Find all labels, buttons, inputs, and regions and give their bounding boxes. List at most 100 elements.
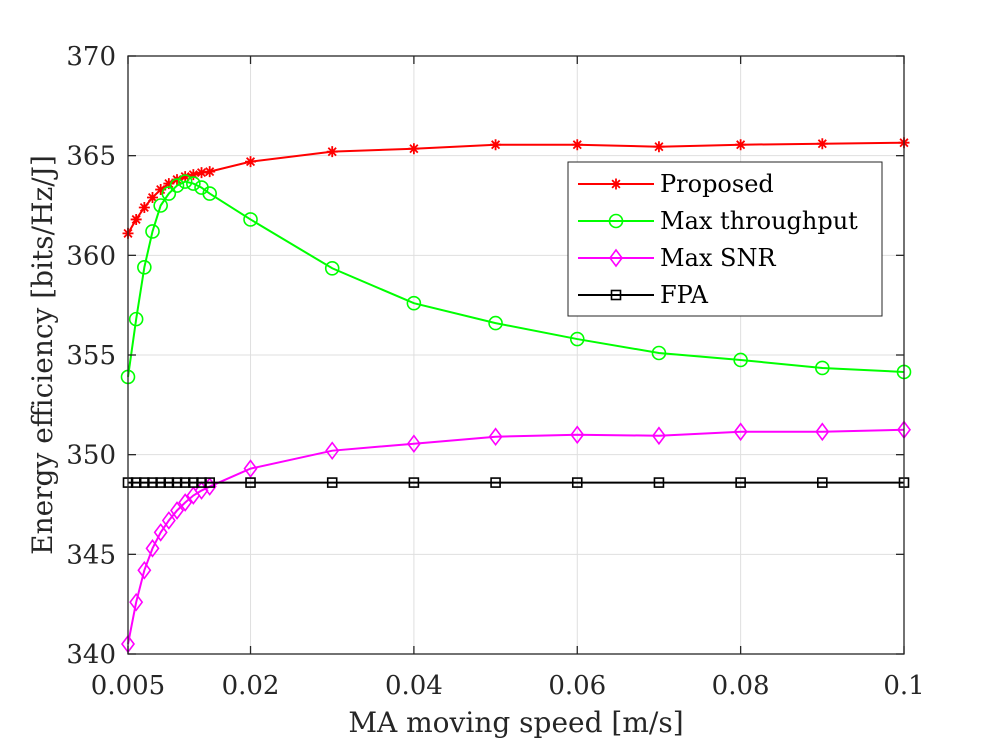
y-tick-labels: 340 345 350 355 360 365 370	[66, 42, 116, 670]
square-marker	[188, 477, 199, 488]
y-tick-label: 355	[66, 341, 116, 371]
x-axis-title: MA moving speed [m/s]	[348, 706, 683, 739]
circle-marker	[137, 259, 152, 275]
square-marker	[130, 477, 142, 488]
series-max-throughput	[120, 174, 912, 385]
asterisk-marker	[653, 141, 665, 153]
asterisk-marker	[816, 138, 828, 150]
diamond-marker	[178, 493, 193, 512]
asterisk-marker	[138, 201, 150, 213]
diamond-marker	[137, 560, 152, 580]
square-marker	[817, 477, 828, 488]
y-tick-label: 360	[66, 241, 116, 271]
diamond-marker	[153, 523, 168, 542]
asterisk-marker	[326, 146, 338, 158]
asterisk-marker	[179, 171, 191, 183]
legend-label: Proposed	[660, 170, 774, 198]
x-tick-label: 0.005	[91, 671, 165, 701]
x-tick-label: 0.06	[548, 671, 606, 701]
x-tick-label: 0.04	[385, 671, 443, 701]
diamond-marker	[651, 426, 666, 446]
asterisk-marker	[147, 192, 159, 204]
circle-marker	[406, 295, 422, 311]
square-marker	[179, 477, 191, 488]
square-marker	[147, 477, 158, 488]
square-marker	[408, 477, 420, 488]
square-marker	[326, 477, 338, 488]
asterisk-marker	[155, 184, 167, 196]
asterisk-marker	[735, 139, 747, 151]
circle-marker	[128, 311, 144, 327]
circle-marker	[169, 178, 185, 193]
legend-square-marker	[610, 289, 622, 301]
legend-label: FPA	[660, 281, 709, 309]
asterisk-marker	[571, 139, 583, 151]
diamond-marker	[170, 501, 185, 520]
diamond-marker	[145, 539, 160, 558]
asterisk-marker	[130, 213, 142, 225]
circle-marker	[488, 315, 503, 331]
square-marker	[171, 477, 183, 488]
x-tick-label: 0.08	[712, 671, 770, 701]
asterisk-marker	[245, 156, 257, 168]
legend-item: Max SNR	[578, 244, 776, 272]
square-marker	[196, 477, 207, 488]
circle-marker	[815, 360, 830, 376]
asterisk-marker	[490, 139, 502, 151]
diamond-marker	[815, 422, 830, 442]
square-marker	[245, 477, 256, 488]
diamond-marker	[488, 427, 503, 447]
circle-marker	[569, 331, 585, 347]
diamond-marker	[570, 425, 585, 445]
legend-item: FPA	[578, 281, 709, 309]
square-marker	[571, 477, 583, 488]
diamond-marker	[733, 422, 748, 442]
ticks	[127, 55, 905, 655]
circle-marker	[651, 345, 667, 361]
series-line	[127, 180, 905, 378]
legend-item: Proposed	[578, 170, 774, 198]
circle-marker	[177, 174, 193, 189]
legend-diamond-marker	[609, 248, 623, 268]
circle-marker	[153, 198, 168, 213]
diamond-marker	[129, 592, 144, 612]
circle-marker	[186, 176, 201, 191]
legend-label: Max throughput	[660, 207, 858, 235]
square-marker	[653, 477, 665, 488]
legend-asterisk-marker	[610, 178, 622, 190]
diamond-marker	[325, 441, 340, 461]
asterisk-marker	[163, 178, 175, 190]
x-tick-labels: 0.005 0.02 0.04 0.06 0.08 0.1	[91, 671, 925, 701]
circle-marker	[733, 352, 748, 368]
square-marker	[139, 477, 150, 488]
square-marker	[735, 477, 746, 488]
asterisk-marker	[187, 169, 199, 181]
y-tick-label: 345	[66, 540, 116, 570]
circle-marker	[145, 224, 160, 239]
square-marker	[163, 477, 175, 488]
circle-marker	[243, 212, 258, 227]
asterisk-marker	[408, 143, 420, 155]
y-tick-label: 340	[66, 640, 116, 670]
legend-item: Max throughput	[578, 207, 858, 235]
diamond-marker	[243, 459, 258, 478]
circle-marker	[324, 260, 340, 276]
legend: Proposed Max throughput Max SNR FPA	[567, 161, 883, 317]
x-tick-label: 0.02	[222, 671, 280, 701]
y-tick-label: 370	[66, 42, 116, 72]
legend-label: Max SNR	[660, 244, 776, 272]
square-marker	[490, 477, 501, 488]
x-tick-label: 0.1	[883, 671, 924, 701]
asterisk-marker	[196, 167, 208, 179]
square-marker	[155, 477, 166, 488]
asterisk-marker	[204, 166, 216, 178]
diamond-marker	[406, 434, 421, 454]
diamond-marker	[161, 511, 176, 530]
legend-circle-marker	[608, 213, 624, 229]
circle-marker	[161, 186, 177, 201]
y-axis-title: Energy efficiency [bits/Hz/J]	[26, 155, 59, 555]
square-marker	[204, 477, 215, 488]
circle-marker	[202, 186, 217, 201]
y-tick-label: 350	[66, 441, 116, 471]
